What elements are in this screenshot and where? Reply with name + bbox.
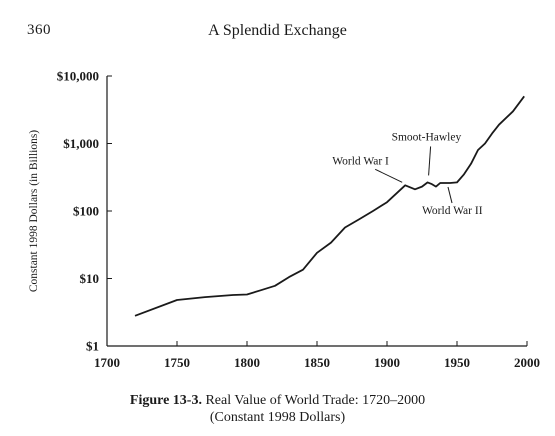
- annotation-label: World War I: [332, 155, 389, 167]
- figure-subtitle: (Constant 1998 Dollars): [209, 410, 346, 425]
- annotation-label: Smoot-Hawley: [392, 131, 462, 143]
- annotation-leader: [447, 186, 453, 204]
- y-tick-label: $1,000: [63, 136, 99, 151]
- page-number: 360: [27, 22, 51, 38]
- figure-caption: Figure 13-3. Real Value of World Trade: …: [0, 392, 555, 426]
- running-title: A Splendid Exchange: [208, 22, 347, 39]
- y-axis-label: Constant 1998 Dollars (in Billions): [28, 130, 40, 292]
- annotation-leader: [428, 146, 432, 176]
- x-tick-label: 1950: [444, 355, 470, 370]
- x-tick-label: 1750: [164, 355, 190, 370]
- world-trade-line: [134, 95, 525, 317]
- figure-label: Figure 13-3.: [129, 393, 202, 408]
- figure-title: Real Value of World Trade: 1720–2000: [205, 393, 426, 408]
- y-tick-label: $1: [86, 339, 99, 354]
- annotation-leader: [374, 168, 403, 183]
- y-tick-label: $10: [80, 271, 100, 286]
- annotation-label: World War II: [422, 205, 483, 217]
- y-axis-ticks: $1 $10 $100 $1,000 $10,000: [57, 69, 112, 354]
- world-trade-chart: $1$10$100$1,000$10,000 1700 1750 1800 1850 1…: [28, 69, 540, 371]
- x-tick-label: 1850: [304, 355, 330, 370]
- x-tick-label: 1700: [94, 355, 120, 370]
- y-tick-label: $100: [73, 204, 99, 219]
- x-tick-label: 2000: [514, 355, 540, 370]
- x-tick-label: 1900: [374, 355, 400, 370]
- x-axis-ticks: 1700 1750 1800 1850 1900 1950 2000: [94, 341, 540, 370]
- y-tick-label: $10,000: [57, 69, 99, 84]
- x-tick-label: 1800: [234, 355, 260, 370]
